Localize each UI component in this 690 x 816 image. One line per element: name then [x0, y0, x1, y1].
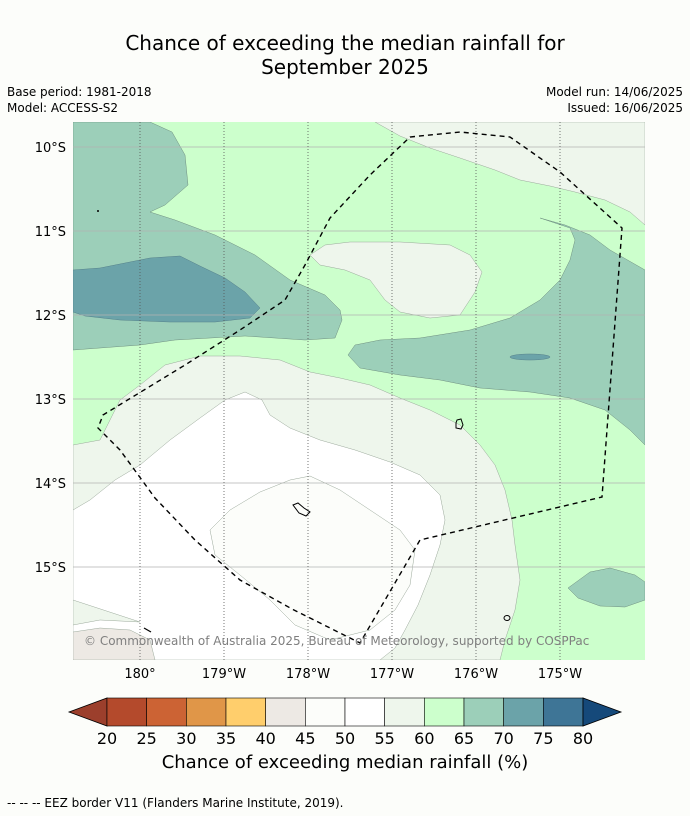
colorbar-cells [106, 697, 584, 727]
colorbar-tick-label: 55 [374, 729, 395, 748]
eez-border [97, 131, 623, 644]
map-plot-area: © Commonwealth of Australia 2025, Bureau… [73, 122, 645, 660]
contour-45-50 [209, 475, 416, 641]
lon-label: 176°W [454, 667, 498, 682]
colorbar-tick-label: 80 [572, 729, 594, 748]
issued-text: Issued: 16/06/2025 [567, 101, 683, 115]
longitude-labels: 180° 179°W 178°W 177°W 176°W 175°W [124, 667, 582, 682]
lat-label: 13°S [35, 393, 66, 408]
contour-55-60-northeast [374, 122, 645, 226]
colorbar-cell [305, 697, 346, 727]
island-icon [455, 418, 464, 430]
colorbar-under-arrow [67, 697, 108, 727]
colorbar-tick-label: 40 [255, 729, 276, 748]
model-run-text: Model run: 14/06/2025 [545, 85, 683, 99]
lat-label: 14°S [35, 477, 66, 492]
map-title-line1: Chance of exceeding the median rainfall … [125, 31, 565, 55]
colorbar-cell [424, 697, 465, 727]
latitude-gridlines [73, 146, 645, 568]
island-icon [292, 502, 311, 517]
colorbar-cell [503, 697, 544, 727]
colorbar-tick-label: 35 [215, 729, 237, 748]
lon-label: 177°W [370, 667, 414, 682]
contour-70-75-east [509, 353, 551, 361]
contour-40-45 [73, 627, 156, 660]
lon-label: 179°W [202, 667, 246, 682]
island-icon [503, 615, 511, 621]
colorbar-title: Chance of exceeding median rainfall (%) [161, 752, 529, 773]
colorbar-cell [225, 697, 266, 727]
lon-label: 180° [124, 667, 155, 682]
lat-label: 11°S [35, 225, 66, 240]
island-icon [143, 627, 152, 633]
colorbar-tick-label: 65 [453, 729, 475, 748]
colorbar-cell [543, 697, 584, 727]
colorbar-tick-label: 45 [295, 729, 316, 748]
lat-label: 10°S [35, 141, 66, 156]
colorbar-cell [384, 697, 425, 727]
eez-footnote: -- -- -- EEZ border V11 (Flanders Marine… [7, 796, 344, 810]
colorbar [67, 697, 623, 727]
copyright-text: © Commonwealth of Australia 2025, Bureau… [84, 634, 589, 648]
latitude-labels: 10°S 11°S 12°S 13°S 14°S 15°S [35, 141, 66, 576]
lon-label: 175°W [538, 667, 582, 682]
map-title-line2: September 2025 [261, 55, 429, 79]
colorbar-cell [106, 697, 147, 727]
colorbar-tick-label: 60 [414, 729, 435, 748]
model-text: Model: ACCESS-S2 [7, 101, 119, 115]
colorbar-tick-label: 25 [136, 729, 157, 748]
lat-label: 15°S [35, 561, 66, 576]
colorbar-cell [265, 697, 306, 727]
colorbar-tick-label: 20 [96, 729, 118, 748]
lat-label: 12°S [35, 309, 66, 324]
colorbar-cell [463, 697, 504, 727]
contour-65-70-southeast [567, 567, 645, 608]
colorbar-tick-label: 50 [334, 729, 356, 748]
contour-55-60-central [309, 241, 483, 319]
lon-label: 178°W [286, 667, 330, 682]
colorbar-tick-label: 30 [176, 729, 197, 748]
colorbar-tick-label: 70 [493, 729, 514, 748]
colorbar-cell [186, 697, 227, 727]
colorbar-tick-label: 75 [533, 729, 554, 748]
base-period-text: Base period: 1981-2018 [7, 85, 152, 99]
colorbar-over-arrow [582, 697, 623, 727]
colorbar-cell [344, 697, 385, 727]
contour-65-70-east [347, 217, 645, 446]
island-icon [97, 210, 99, 212]
colorbar-cell [146, 697, 187, 727]
